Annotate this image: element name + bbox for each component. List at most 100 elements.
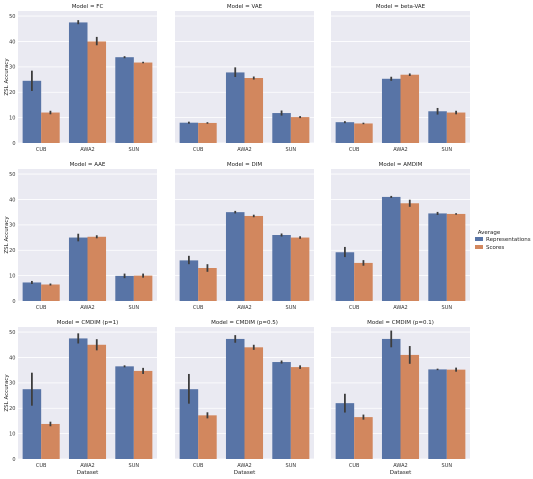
y-tick-label: 50 — [9, 330, 15, 336]
y-tick-label: 30 — [9, 381, 15, 387]
bar-representations — [68, 237, 88, 301]
x-tick-label: AWA2 — [237, 305, 251, 311]
bar-representations — [115, 57, 134, 144]
chart-panel: 0 10 20 30 40 50 CUB AWA2 SUN Model = AAE ZSL Accu… — [4, 162, 157, 311]
legend-label-representations: Representations — [486, 237, 531, 243]
bar-representations — [428, 213, 447, 301]
x-tick-label: SUN — [129, 463, 140, 469]
x-axis-label: Dataset — [234, 470, 256, 476]
bar-scores — [244, 215, 264, 301]
chart-panel: CUB AWA2 SUN Model = DIM — [175, 162, 314, 311]
bar-scores — [290, 367, 310, 459]
legend-swatch-representations — [475, 237, 483, 241]
bar-representations — [335, 403, 355, 459]
bar-representations — [22, 282, 42, 301]
bar-representations — [272, 362, 291, 459]
bar-representations — [68, 338, 88, 459]
bar-scores — [198, 122, 217, 143]
bar-scores — [244, 78, 264, 143]
panel-title: Model = CMDIM (p=0.5) — [211, 320, 278, 326]
chart-panel: CUB AWA2 SUN Model = CMDIM (p=0.1) Dataset — [331, 320, 470, 476]
bar-representations — [381, 338, 401, 459]
x-tick-label: AWA2 — [80, 463, 94, 469]
chart-panel: 0 10 20 30 40 50 CUB AWA2 SUN Model = FC ZSL Accur… — [4, 4, 157, 153]
x-tick-label: SUN — [286, 305, 297, 311]
x-tick-label: CUB — [36, 463, 47, 469]
y-tick-label: 50 — [9, 14, 15, 20]
bar-representations — [179, 260, 199, 301]
bar-representations — [22, 389, 42, 459]
bar-representations — [381, 196, 401, 301]
bar-representations — [272, 235, 291, 301]
x-tick-label: CUB — [349, 305, 360, 311]
x-tick-label: AWA2 — [237, 147, 251, 153]
bar-scores — [133, 275, 153, 301]
bar-scores — [400, 354, 420, 459]
x-tick-label: SUN — [129, 147, 140, 153]
bar-representations — [335, 122, 355, 143]
chart-panel: 0 10 20 30 40 50 CUB AWA2 SUN Model = CMDIM (p=1)… — [4, 320, 157, 476]
y-tick-label: 50 — [9, 172, 15, 178]
bar-scores — [290, 237, 310, 301]
panel-title: Model = DIM — [227, 162, 262, 168]
panel-title: Model = CMDIM (p=1) — [57, 320, 118, 326]
y-tick-label: 20 — [9, 248, 15, 254]
bar-scores — [41, 112, 60, 143]
x-tick-label: SUN — [286, 147, 297, 153]
x-tick-label: CUB — [36, 147, 47, 153]
bar-scores — [446, 112, 466, 143]
legend-swatch-scores — [475, 245, 483, 249]
bar-scores — [41, 423, 60, 459]
bar-representations — [272, 113, 291, 143]
y-tick-label: 10 — [9, 273, 15, 279]
x-tick-label: SUN — [442, 147, 453, 153]
bar-representations — [115, 366, 134, 459]
bar-representations — [22, 80, 42, 143]
bar-representations — [335, 252, 355, 301]
bar-scores — [198, 415, 217, 459]
bar-scores — [354, 262, 373, 301]
panel-title: Model = FC — [72, 4, 104, 10]
x-axis-label: Dataset — [77, 470, 99, 476]
bar-scores — [290, 117, 310, 143]
x-tick-label: CUB — [36, 305, 47, 311]
bar-representations — [225, 212, 245, 301]
bar-representations — [179, 122, 199, 143]
x-tick-label: SUN — [442, 463, 453, 469]
y-axis-label: ZSL Accuracy — [4, 58, 10, 96]
y-tick-label: 30 — [9, 223, 15, 229]
bar-scores — [87, 236, 107, 301]
x-tick-label: SUN — [442, 305, 453, 311]
chart-panel: CUB AWA2 SUN Model = CMDIM (p=0.5) Dataset — [175, 320, 314, 476]
y-tick-label: 40 — [9, 197, 15, 203]
bar-representations — [428, 111, 447, 143]
y-tick-label: 10 — [9, 115, 15, 121]
panel-title: Model = CMDIM (p=0.1) — [367, 320, 434, 326]
y-tick-label: 20 — [9, 90, 15, 96]
bar-scores — [446, 369, 466, 459]
bar-scores — [244, 347, 264, 459]
chart-panel: CUB AWA2 SUN Model = VAE — [175, 4, 314, 153]
x-tick-label: AWA2 — [393, 147, 407, 153]
x-tick-label: AWA2 — [237, 463, 251, 469]
legend: Average Representations Scores — [475, 230, 531, 251]
panel-title: Model = AAE — [70, 162, 106, 168]
x-tick-label: AWA2 — [80, 305, 94, 311]
bar-scores — [198, 268, 217, 301]
y-tick-label: 0 — [12, 299, 15, 305]
bar-representations — [179, 389, 199, 459]
bar-scores — [400, 74, 420, 143]
bar-scores — [41, 284, 60, 301]
bar-scores — [133, 370, 153, 459]
bar-scores — [354, 417, 373, 459]
chart-panel: CUB AWA2 SUN Model = beta-VAE — [331, 4, 470, 153]
x-tick-label: AWA2 — [393, 463, 407, 469]
y-tick-label: 30 — [9, 65, 15, 71]
chart-panels: 0 10 20 30 40 50 CUB AWA2 SUN Model = FC ZSL Accur… — [4, 4, 470, 476]
bar-scores — [400, 203, 420, 301]
x-tick-label: SUN — [286, 463, 297, 469]
bar-scores — [87, 41, 107, 143]
x-tick-label: AWA2 — [393, 305, 407, 311]
x-tick-label: SUN — [129, 305, 140, 311]
y-tick-label: 0 — [12, 141, 15, 147]
